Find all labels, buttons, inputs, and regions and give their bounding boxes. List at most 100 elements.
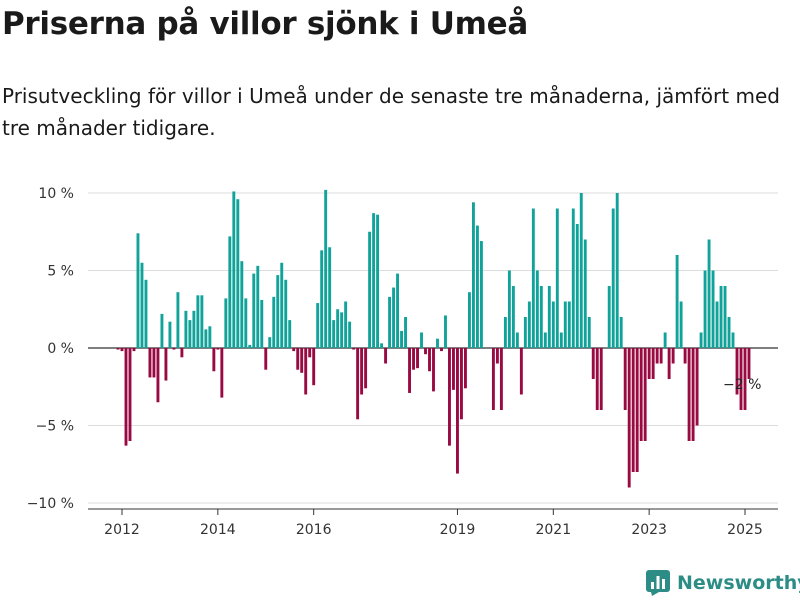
bar-chart-logo-icon (646, 570, 670, 596)
bar (563, 301, 567, 348)
bar (356, 348, 360, 420)
bar (176, 292, 180, 348)
bar-chart: 10 % 5 % 0 % −5 % −10 % 2012 2014 2016 2019 2021 2… (27, 186, 778, 538)
bar (232, 191, 236, 348)
bar (372, 213, 376, 348)
y-tick-label: 5 % (47, 264, 74, 280)
bar (420, 332, 423, 348)
bar (611, 208, 615, 348)
bar (380, 343, 384, 348)
bar (444, 315, 447, 348)
bar (639, 348, 643, 441)
bar (340, 312, 344, 348)
bar (392, 287, 396, 348)
bar (384, 348, 388, 364)
bar (128, 348, 132, 441)
bar (284, 279, 288, 348)
bar (344, 301, 348, 348)
bar (719, 286, 723, 348)
bar (567, 301, 571, 348)
bar (695, 348, 699, 426)
bar (595, 348, 599, 410)
y-tick-label: −5 % (36, 419, 74, 435)
bar (332, 320, 336, 348)
bar (188, 320, 192, 348)
bar (124, 348, 128, 446)
bar (747, 348, 751, 379)
bar (148, 348, 152, 378)
bar (491, 348, 495, 410)
bar (479, 241, 483, 348)
bar (679, 301, 683, 348)
bar (448, 348, 451, 446)
bar (575, 224, 579, 348)
bar (220, 348, 224, 398)
bar (212, 348, 216, 372)
bar (467, 292, 471, 348)
bar (376, 214, 380, 348)
bar (440, 348, 443, 352)
bar (547, 286, 551, 348)
bar (436, 338, 439, 348)
y-tick-label: 10 % (38, 186, 74, 202)
brand-logo[interactable]: Newsworthy (646, 568, 800, 598)
bar (316, 303, 320, 348)
bar (432, 348, 435, 392)
bar (571, 208, 575, 348)
bar (615, 193, 619, 348)
bar (388, 296, 392, 348)
bar (180, 348, 184, 358)
bar (172, 348, 176, 350)
x-tick-label: 2012 (104, 522, 140, 538)
bar (699, 332, 703, 348)
bar (164, 348, 168, 381)
bar (152, 348, 156, 378)
bar (659, 348, 663, 364)
bar (196, 295, 200, 348)
bar (120, 348, 124, 352)
bar (599, 348, 603, 410)
bar (543, 332, 547, 348)
bar (408, 348, 411, 393)
bar (579, 193, 583, 348)
bar (715, 301, 719, 348)
bar (192, 310, 196, 348)
bar (296, 348, 300, 370)
bar (308, 348, 312, 358)
bar (723, 286, 727, 348)
bar (503, 317, 507, 348)
latest-value-label: −2 % (723, 377, 761, 393)
bar (132, 348, 136, 352)
bar (272, 296, 276, 348)
bar (168, 321, 172, 348)
bar (336, 309, 340, 348)
bar (312, 348, 316, 386)
bar (691, 348, 695, 441)
bar (252, 273, 256, 348)
bar (627, 348, 631, 488)
bar (424, 348, 427, 355)
bar (216, 348, 220, 350)
bar (555, 208, 559, 348)
bar (671, 348, 675, 364)
brand-name: Newsworthy (677, 572, 800, 594)
bar (687, 348, 691, 441)
bar (364, 348, 368, 389)
bar (703, 270, 707, 348)
bar (539, 286, 543, 348)
bar (591, 348, 595, 379)
bar (224, 298, 228, 348)
bar (428, 348, 431, 372)
bar (507, 270, 511, 348)
bar (707, 239, 711, 348)
y-tick-label: −10 % (27, 496, 74, 512)
bar (635, 348, 639, 472)
bar (412, 348, 415, 370)
bar (735, 348, 739, 395)
bar (619, 317, 623, 348)
bar (328, 247, 332, 348)
bar (667, 348, 671, 379)
bar (675, 255, 679, 348)
bar (352, 348, 356, 350)
bar (256, 265, 260, 348)
